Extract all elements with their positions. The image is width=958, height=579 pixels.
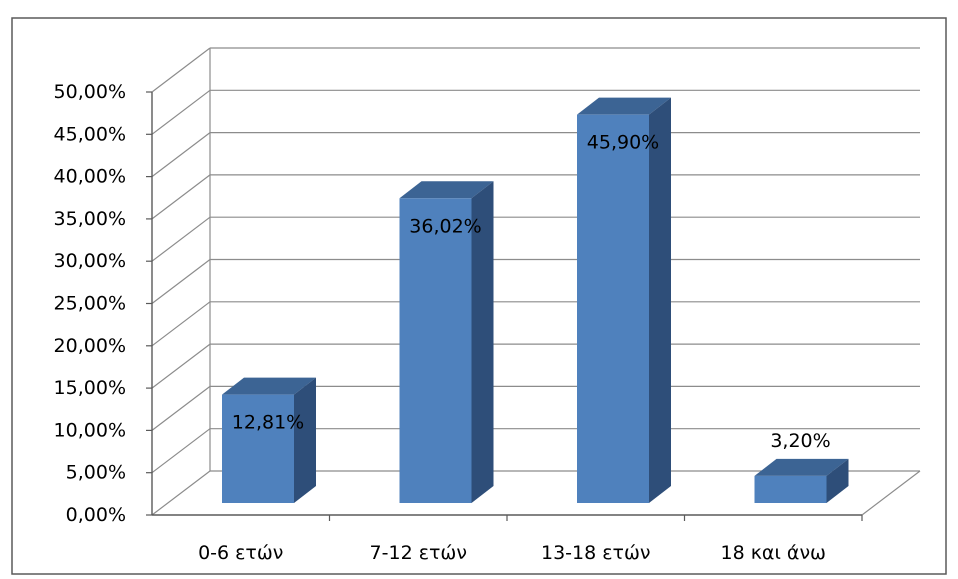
bar (577, 114, 649, 503)
x-tick-label: 7-12 ετών (370, 542, 467, 564)
y-tick-label: 0,00% (66, 504, 126, 526)
gridlines (151, 47, 921, 516)
bar-top-face (222, 377, 316, 395)
x-tick-label: 18 και άνω (721, 542, 826, 564)
gridline-diagonal (151, 132, 211, 178)
data-label: 36,02% (409, 215, 481, 237)
y-tick-label: 5,00% (66, 462, 126, 484)
bar (399, 198, 472, 503)
bar-top-face (754, 458, 849, 476)
gridline-diagonal (151, 428, 211, 474)
gridline-diagonal (151, 89, 211, 135)
x-tick-label: 0-6 ετών (198, 542, 283, 564)
data-label: 45,90% (587, 132, 659, 154)
bars (222, 97, 849, 503)
bar-side-face (471, 181, 494, 503)
gridline-diagonal (151, 343, 211, 389)
chart-frame (11, 17, 947, 575)
axes (146, 91, 863, 521)
y-tick-label: 35,00% (54, 208, 126, 230)
bar-top-face (577, 97, 671, 115)
bar-top-face (399, 181, 494, 199)
data-label: 3,20% (770, 430, 830, 452)
y-tick-label: 10,00% (54, 419, 126, 441)
gridline-diagonal (151, 301, 211, 347)
bar-side-face (826, 458, 849, 503)
bar (222, 394, 294, 503)
bar-side-face (294, 377, 316, 503)
y-tick-label: 25,00% (54, 293, 126, 315)
x-tick-label: 13-18 ετών (541, 542, 650, 564)
gridline-diagonal (151, 470, 211, 516)
gridline-diagonal (151, 174, 211, 220)
gridline-diagonal (151, 385, 211, 431)
floor-right-edge (861, 470, 921, 516)
gridline-diagonal (151, 216, 211, 262)
labels: 0,00% 5,00% 10,00% 15,00% 20,00% 25,00% 30,00%… (54, 81, 831, 564)
data-label: 12,81% (232, 412, 304, 434)
y-tick-label: 15,00% (54, 377, 126, 399)
y-tick-label: 20,00% (54, 335, 126, 357)
y-tick-label: 40,00% (54, 166, 126, 188)
bar (754, 475, 827, 503)
gridline-diagonal (151, 259, 211, 304)
y-tick-label: 30,00% (54, 250, 126, 272)
gridline-diagonal (151, 47, 211, 93)
y-tick-label: 45,00% (54, 123, 126, 145)
bar-side-face (649, 97, 671, 503)
y-tick-label: 50,00% (54, 81, 126, 103)
